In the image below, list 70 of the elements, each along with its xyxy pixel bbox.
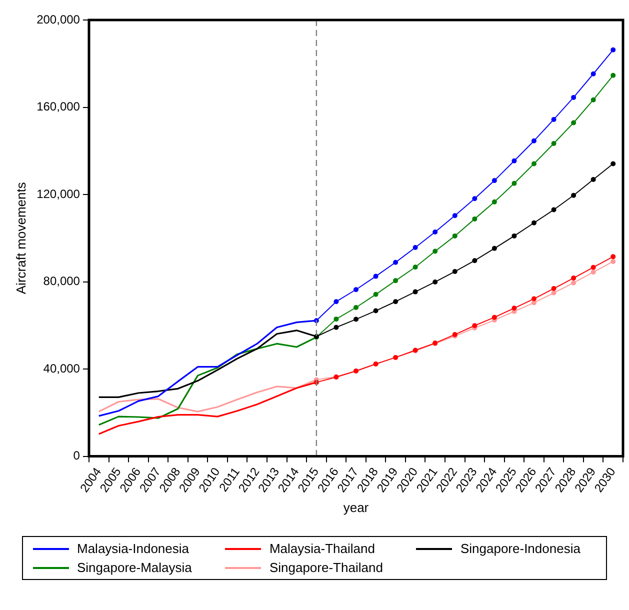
point (571, 276, 576, 281)
point (432, 248, 438, 254)
point (590, 264, 596, 270)
point (334, 324, 339, 330)
point (531, 296, 536, 302)
point (353, 305, 358, 310)
point (551, 116, 556, 122)
point (531, 220, 536, 226)
point (551, 286, 556, 292)
point (590, 270, 596, 275)
point (551, 207, 556, 212)
point (571, 94, 576, 100)
point (432, 230, 438, 235)
point (512, 180, 517, 186)
point (492, 314, 497, 320)
y-tick-label: 80,000 (43, 274, 80, 288)
point (610, 258, 616, 264)
point (472, 258, 478, 264)
point (551, 140, 556, 146)
y-axis-title: Aircraft movements (13, 182, 28, 294)
point (472, 216, 478, 222)
point (610, 161, 616, 166)
y-tick-label: 0 (73, 448, 80, 463)
legend-label: Malaysia-Indonesia (77, 541, 190, 556)
point (590, 176, 596, 182)
x-axis-title: year (343, 500, 370, 515)
point (393, 299, 398, 304)
point (412, 245, 418, 250)
point (373, 308, 378, 314)
point (571, 192, 576, 198)
point (373, 292, 378, 297)
point (571, 280, 576, 286)
point (610, 254, 616, 260)
point (492, 199, 497, 204)
point (472, 196, 478, 202)
point (452, 233, 458, 238)
y-tick-label: 120,000 (36, 186, 80, 201)
point (432, 279, 438, 284)
point (373, 274, 378, 279)
legend-label: Singapore-Thailand (269, 560, 383, 575)
point (492, 246, 497, 251)
legend-label: Singapore-Malaysia (77, 560, 192, 575)
point (353, 287, 358, 292)
point (610, 47, 616, 52)
point (334, 299, 339, 304)
legend-label: Malaysia-Thailand (269, 541, 375, 556)
point (492, 178, 497, 184)
point (512, 158, 517, 164)
point (610, 72, 616, 78)
point (531, 161, 536, 166)
legend-label: Singapore-Indonesia (460, 541, 580, 556)
y-tick-label: 160,000 (36, 100, 80, 114)
point (393, 260, 398, 265)
point (512, 233, 517, 238)
point (412, 264, 418, 270)
point (512, 306, 517, 311)
point (472, 323, 478, 328)
point (334, 316, 339, 322)
point (590, 71, 596, 76)
point (452, 269, 458, 274)
point (531, 138, 536, 144)
point (590, 97, 596, 102)
point (353, 316, 358, 322)
point (571, 120, 576, 126)
y-tick-label: 40,000 (43, 361, 80, 376)
point (412, 289, 418, 294)
point (452, 213, 458, 218)
y-tick-label: 200,000 (36, 12, 80, 26)
point (393, 278, 398, 284)
point (551, 290, 556, 296)
